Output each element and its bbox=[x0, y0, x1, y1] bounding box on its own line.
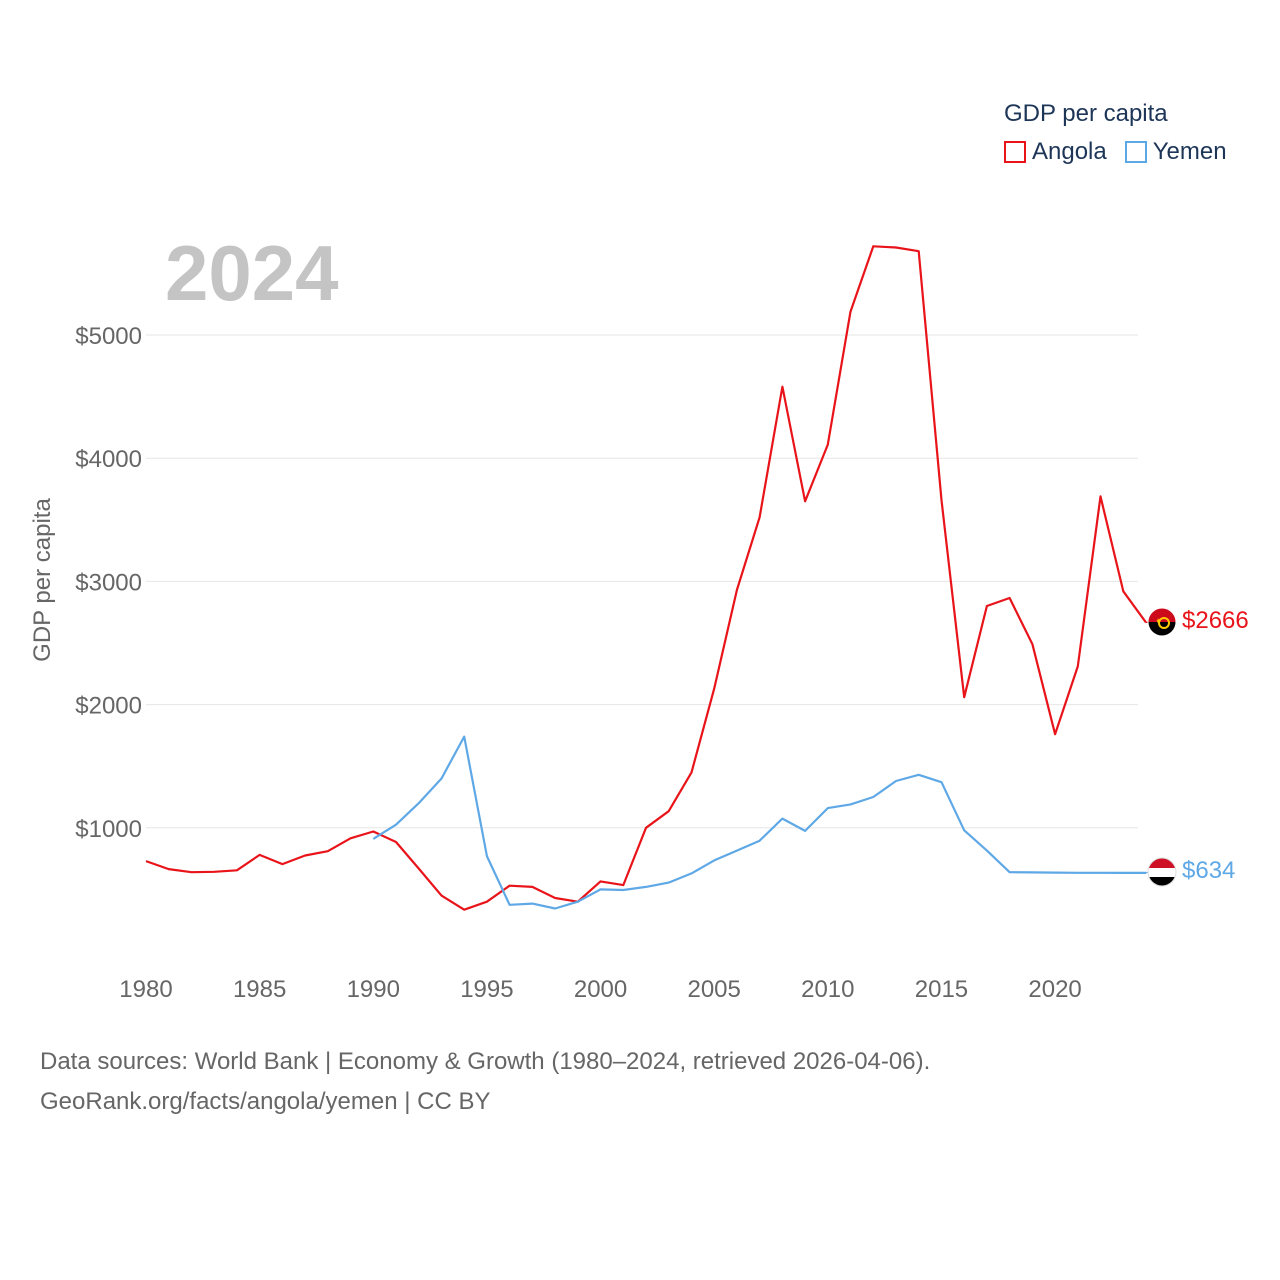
y-tick-label: $3000 bbox=[75, 569, 142, 596]
y-tick-label: $5000 bbox=[75, 323, 142, 350]
angola-end-value-label: $2666 bbox=[1182, 607, 1249, 634]
series-line-angola bbox=[145, 245, 1147, 911]
angola-flag-ring bbox=[1147, 607, 1177, 637]
legend-item-angola[interactable]: Angola bbox=[1004, 138, 1107, 166]
legend: GDP per capita Angola Yemen bbox=[1004, 100, 1227, 166]
legend-swatch-yemen bbox=[1124, 141, 1147, 163]
x-tick-label: 2020 bbox=[1028, 976, 1081, 1003]
x-tick-label: 1995 bbox=[460, 976, 513, 1003]
yemen-end-value-label: $634 bbox=[1182, 857, 1235, 884]
x-tick-label: 2010 bbox=[801, 976, 854, 1003]
x-tick-label: 2015 bbox=[915, 976, 968, 1003]
series-layer bbox=[145, 245, 1149, 911]
legend-label-angola: Angola bbox=[1032, 138, 1107, 165]
x-tick-label: 1980 bbox=[119, 976, 172, 1003]
data-source-note: Data sources: World Bank | Economy & Gro… bbox=[40, 1042, 930, 1122]
x-tick-labels: 1980 1985 1990 1995 2000 2005 2010 2015 2020 bbox=[119, 976, 1081, 1003]
y-tick-label: $1000 bbox=[75, 816, 142, 843]
grid-layer bbox=[146, 334, 1138, 829]
yemen-flag-ring bbox=[1147, 857, 1177, 887]
y-axis-label: GDP per capita bbox=[29, 498, 56, 662]
x-tick-label: 2005 bbox=[687, 976, 740, 1003]
y-tick-labels: $1000 $2000 $3000 $4000 $5000 bbox=[75, 323, 142, 843]
angola-flag-icon bbox=[1148, 608, 1176, 636]
yemen-flag-icon bbox=[1148, 858, 1176, 886]
attribution-link[interactable]: GeoRank.org/facts/angola/yemen | CC BY bbox=[40, 1088, 491, 1115]
chart-title-year: 2024 bbox=[165, 229, 339, 317]
legend-item-yemen[interactable]: Yemen bbox=[1124, 138, 1227, 166]
legend-swatch-angola bbox=[1004, 141, 1026, 163]
x-tick-label: 1990 bbox=[347, 976, 400, 1003]
y-tick-label: $2000 bbox=[75, 693, 142, 720]
series-line-yemen bbox=[372, 735, 1146, 910]
x-tick-label: 2000 bbox=[574, 976, 627, 1003]
x-tick-label: 1985 bbox=[233, 976, 286, 1003]
legend-title: GDP per capita bbox=[1004, 100, 1168, 127]
y-tick-label: $4000 bbox=[75, 446, 142, 473]
legend-label-yemen: Yemen bbox=[1152, 138, 1227, 165]
data-source-line: Data sources: World Bank | Economy & Gro… bbox=[40, 1048, 931, 1075]
